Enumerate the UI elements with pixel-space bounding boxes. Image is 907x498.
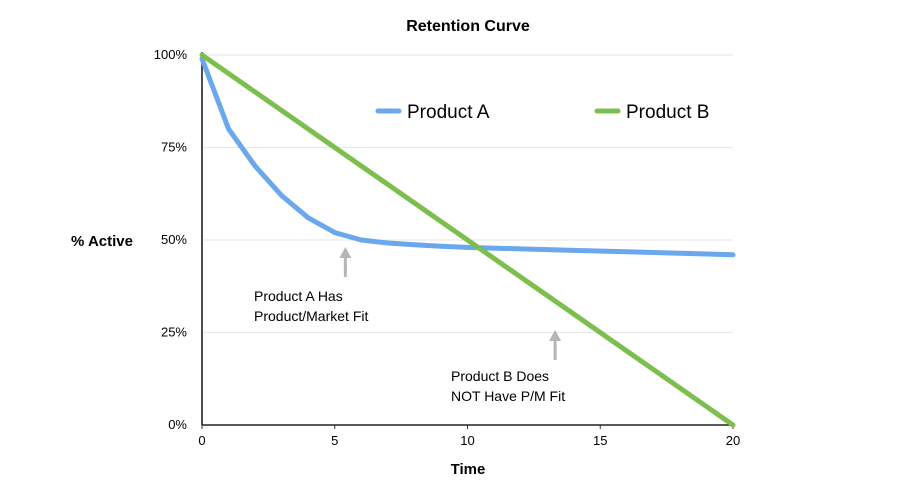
y-axis-label: % Active	[71, 233, 133, 250]
series-line-product-b	[199, 52, 736, 428]
y-tick-label: 50%	[161, 232, 187, 247]
series-line-product-a	[199, 56, 736, 258]
annotation-text: Product B Does	[451, 368, 549, 384]
tick-labels: 0% 25% 50% 75% 100% 0 5 10 15 20	[154, 47, 740, 448]
annotation-text: NOT Have P/M Fit	[451, 388, 565, 404]
annotation-arrowhead	[549, 330, 562, 341]
annotations: Product A Has Product/Market Fit Product B…	[254, 247, 565, 404]
x-tick-label: 0	[198, 433, 205, 448]
x-tick-label: 10	[460, 433, 474, 448]
y-tick-label: 25%	[161, 325, 187, 340]
y-tick-label: 75%	[161, 140, 187, 155]
x-axis-label: Time	[451, 461, 486, 478]
x-tick-label: 5	[331, 433, 338, 448]
annotation-arrowhead	[339, 247, 352, 258]
y-tick-label: 0%	[168, 417, 187, 432]
legend-label: Product A	[407, 102, 490, 123]
axes	[201, 52, 734, 429]
annotation-text: Product A Has	[254, 288, 343, 304]
y-tick-label: 100%	[154, 47, 188, 62]
legend: Product A Product B	[375, 102, 709, 123]
x-tick-label: 20	[726, 433, 740, 448]
annotation-text: Product/Market Fit	[254, 308, 368, 324]
gridlines	[202, 54, 733, 333]
series-lines	[199, 52, 736, 428]
x-tick-label: 15	[593, 433, 607, 448]
chart-title: Retention Curve	[406, 18, 530, 35]
legend-label: Product B	[626, 102, 709, 123]
